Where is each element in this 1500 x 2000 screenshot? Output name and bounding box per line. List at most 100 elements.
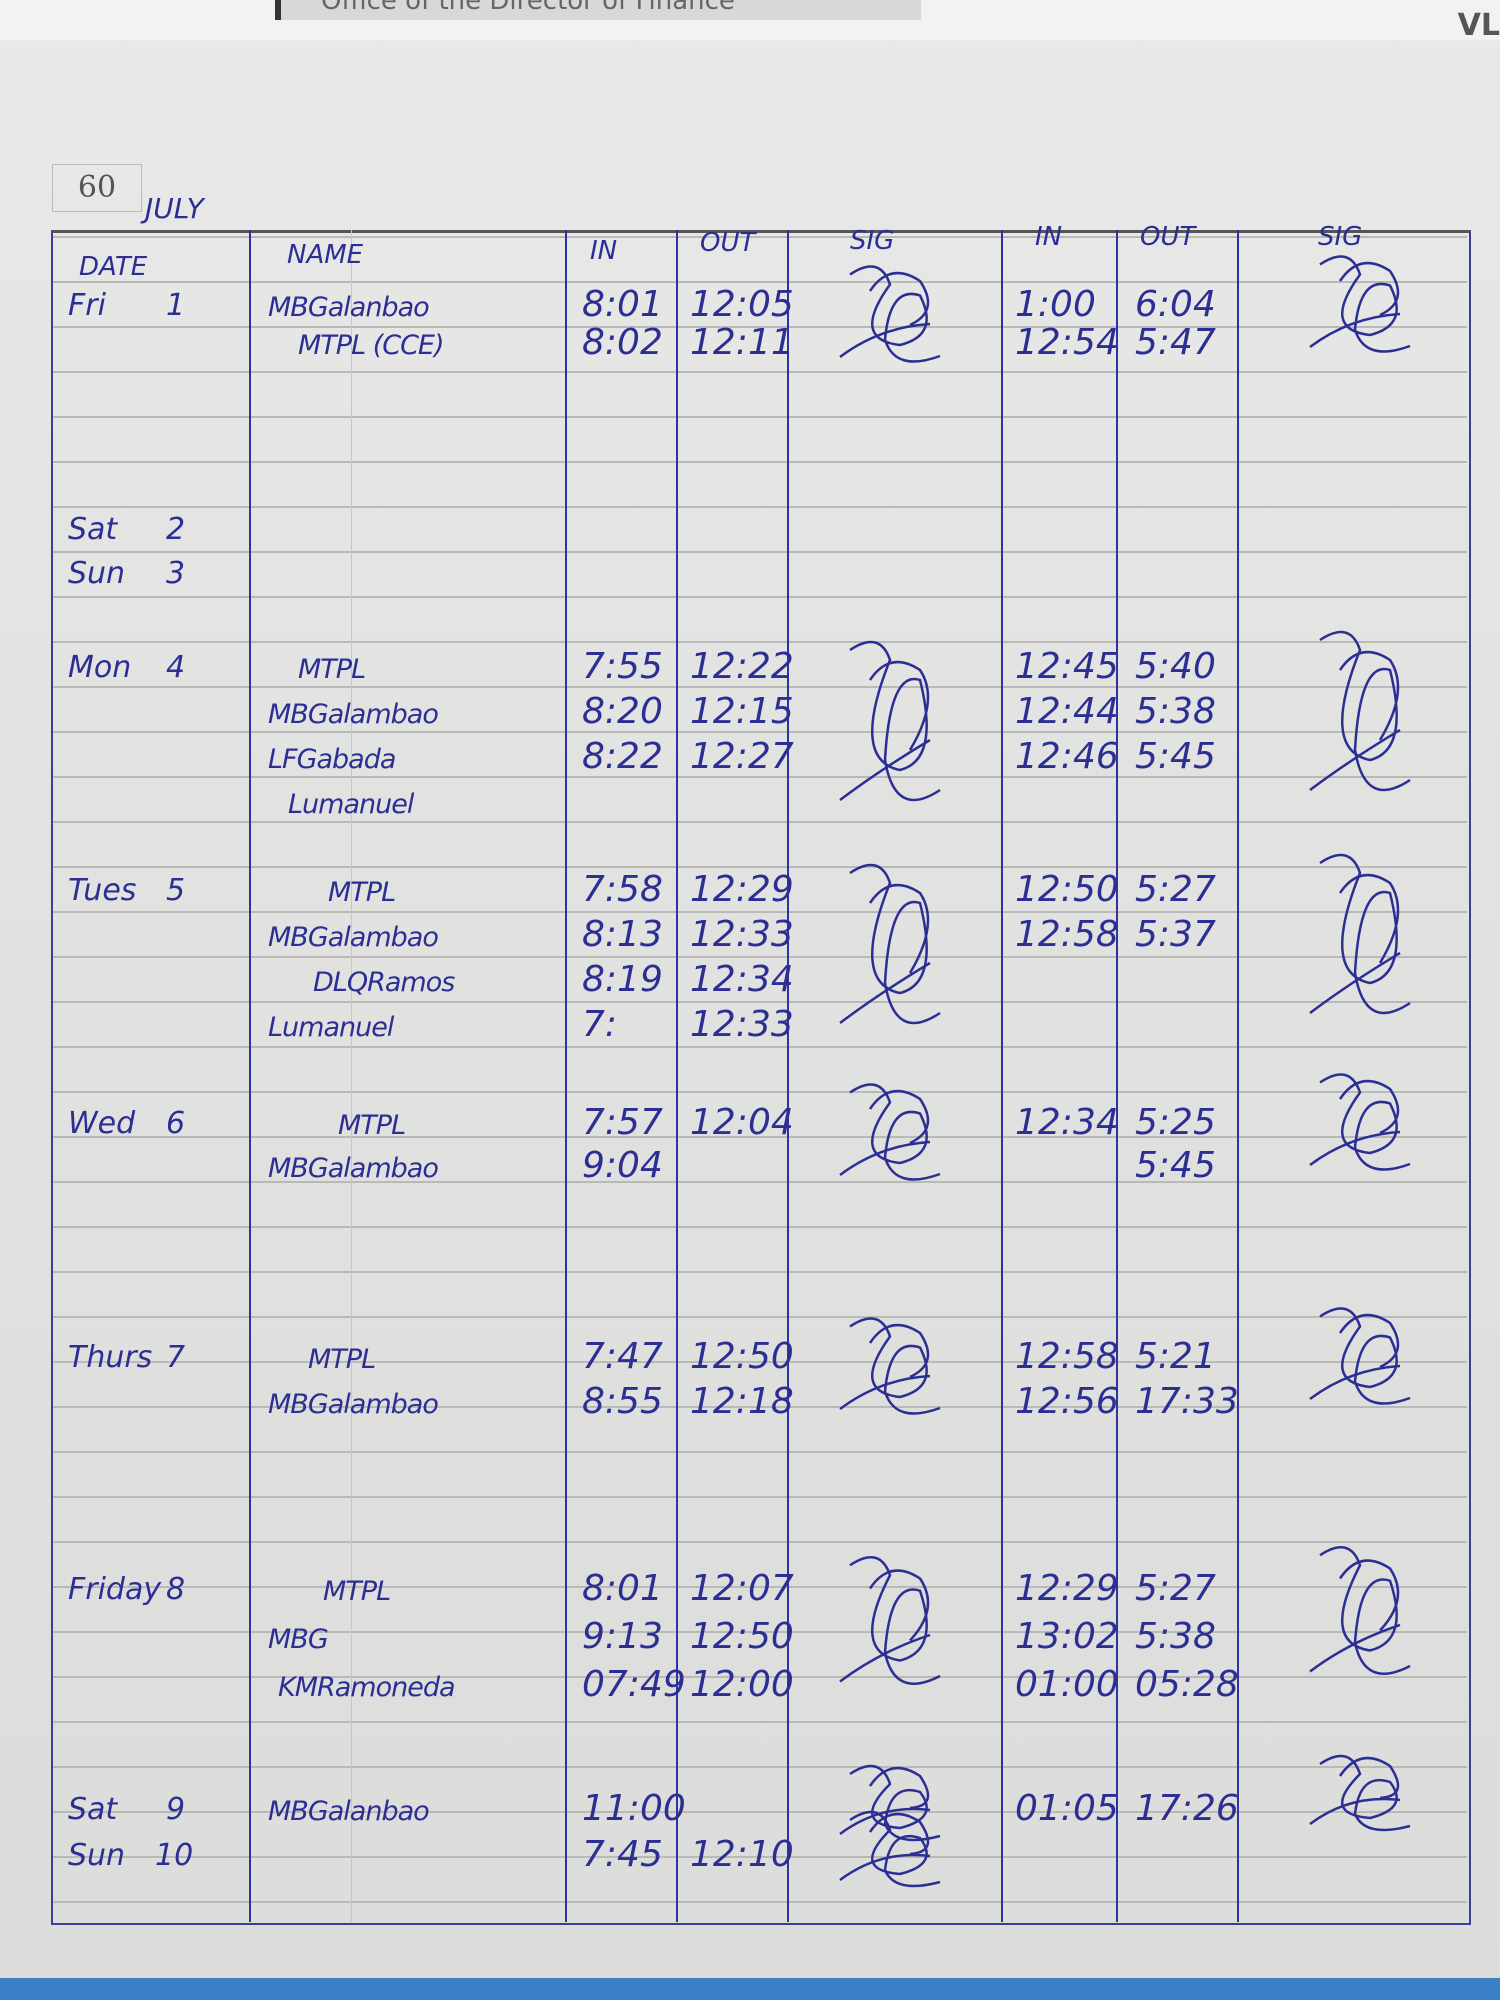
time-in-am: 7:45 [582, 1834, 663, 1875]
employee-name: MTPL [328, 877, 396, 908]
time-out-am: 12:11 [690, 322, 794, 363]
day-number: 9 [166, 1792, 186, 1827]
employee-name: MTPL [323, 1576, 391, 1607]
day-label: Sat [68, 512, 118, 547]
time-in-pm: 12:56 [1015, 1381, 1119, 1422]
employee-name: Lumanuel [268, 1012, 394, 1043]
ruled-line [51, 371, 1467, 373]
month-label: JULY [145, 192, 204, 225]
ruled-line [51, 1046, 1467, 1048]
time-out-pm: 5:38 [1135, 1616, 1216, 1657]
time-out-pm: 05:28 [1135, 1664, 1239, 1705]
time-in-am: 8:55 [582, 1381, 663, 1422]
time-in-am: 7:55 [582, 646, 663, 687]
time-in-pm: 12:58 [1015, 1336, 1119, 1377]
ruled-line [51, 1541, 1467, 1543]
employee-name: MBGalambao [268, 1153, 439, 1184]
signature [1309, 1754, 1411, 1832]
employee-name: MTPL (CCE) [298, 330, 445, 361]
time-out-pm: 5:37 [1135, 914, 1216, 955]
time-out-pm: 5:27 [1135, 1568, 1216, 1609]
time-in-am: 7:57 [582, 1102, 663, 1143]
ruled-line [51, 776, 1467, 778]
day-label: Mon [68, 650, 132, 685]
ruled-line [51, 1091, 1467, 1093]
ruled-line [51, 1586, 1467, 1588]
ruled-line [51, 461, 1467, 463]
time-in-pm: 13:02 [1015, 1616, 1119, 1657]
header-name: NAME [287, 240, 364, 270]
top-right-label: VL [1457, 8, 1500, 43]
signature [839, 1764, 941, 1842]
time-in-pm: 12:50 [1015, 869, 1119, 910]
time-out-pm: 5:27 [1135, 869, 1216, 910]
employee-name: MTPL [308, 1344, 376, 1375]
column-divider [1001, 230, 1003, 1922]
ruled-line [51, 1766, 1467, 1768]
employee-name: MBG [268, 1624, 329, 1655]
signature [839, 863, 941, 1025]
time-in-am: 8:22 [582, 736, 663, 777]
ruled-line [51, 1001, 1467, 1003]
time-in-am: 8:20 [582, 691, 663, 732]
time-in-am: 7: [582, 1004, 618, 1045]
ruled-line [51, 686, 1467, 688]
day-label: Fri [68, 288, 106, 323]
header-out-pm: OUT [1140, 222, 1196, 252]
background-surface [0, 1978, 1500, 2000]
ruled-line [51, 1451, 1467, 1453]
day-number: 6 [166, 1106, 186, 1141]
day-label: Wed [68, 1106, 136, 1141]
time-in-pm: 12:58 [1015, 914, 1119, 955]
ruled-line [51, 281, 1467, 283]
signature [839, 1556, 941, 1685]
ruled-line [51, 1226, 1467, 1228]
ruled-line [51, 1856, 1467, 1858]
signature [1309, 1073, 1411, 1171]
time-in-pm: 01:00 [1015, 1664, 1119, 1705]
time-in-am: 11:00 [582, 1788, 686, 1829]
time-out-am: 12:15 [690, 691, 794, 732]
header-in-am: IN [590, 236, 618, 266]
ruled-line [51, 641, 1467, 643]
day-label: Sat [68, 1792, 118, 1827]
time-in-pm: 1:00 [1015, 284, 1096, 325]
time-out-am: 12:22 [690, 646, 794, 687]
time-in-am: 8:01 [582, 284, 663, 325]
column-divider [676, 230, 678, 1922]
time-out-am: 12:34 [690, 959, 794, 1000]
column-divider [351, 230, 352, 1922]
employee-name: MBGalanbao [268, 1796, 430, 1827]
ruled-line [51, 596, 1467, 598]
column-divider [565, 230, 567, 1922]
header-out-am: OUT [700, 228, 756, 258]
day-number: 10 [155, 1838, 194, 1873]
day-label: Friday [68, 1572, 162, 1607]
ruled-line [51, 1136, 1467, 1138]
time-in-pm: 01:05 [1015, 1788, 1119, 1829]
time-in-pm: 12:45 [1015, 646, 1119, 687]
day-number: 5 [166, 873, 186, 908]
time-in-am: 8:02 [582, 322, 663, 363]
ruled-line [51, 1181, 1467, 1183]
cover-text: Office of the Director of Finance [321, 0, 735, 16]
ruled-line [51, 326, 1467, 328]
ruled-line [51, 1271, 1467, 1273]
time-out-am: 12:04 [690, 1102, 794, 1143]
ruled-line [51, 911, 1467, 913]
day-number: 8 [166, 1572, 186, 1607]
signature [839, 265, 941, 363]
time-out-pm: 17:33 [1135, 1381, 1239, 1422]
employee-name: LFGabada [268, 744, 396, 775]
signature [1309, 1307, 1411, 1405]
employee-name: Lumanuel [288, 789, 414, 820]
day-number: 2 [166, 512, 186, 547]
employee-name: MBGalambao [268, 699, 439, 730]
time-in-am: 9:13 [582, 1616, 663, 1657]
signature [1309, 1546, 1411, 1675]
time-in-pm: 12:46 [1015, 736, 1119, 777]
time-out-pm: 5:45 [1135, 1145, 1216, 1186]
ruled-line [51, 416, 1467, 418]
signature [839, 1317, 941, 1415]
time-in-am: 8:01 [582, 1568, 663, 1609]
